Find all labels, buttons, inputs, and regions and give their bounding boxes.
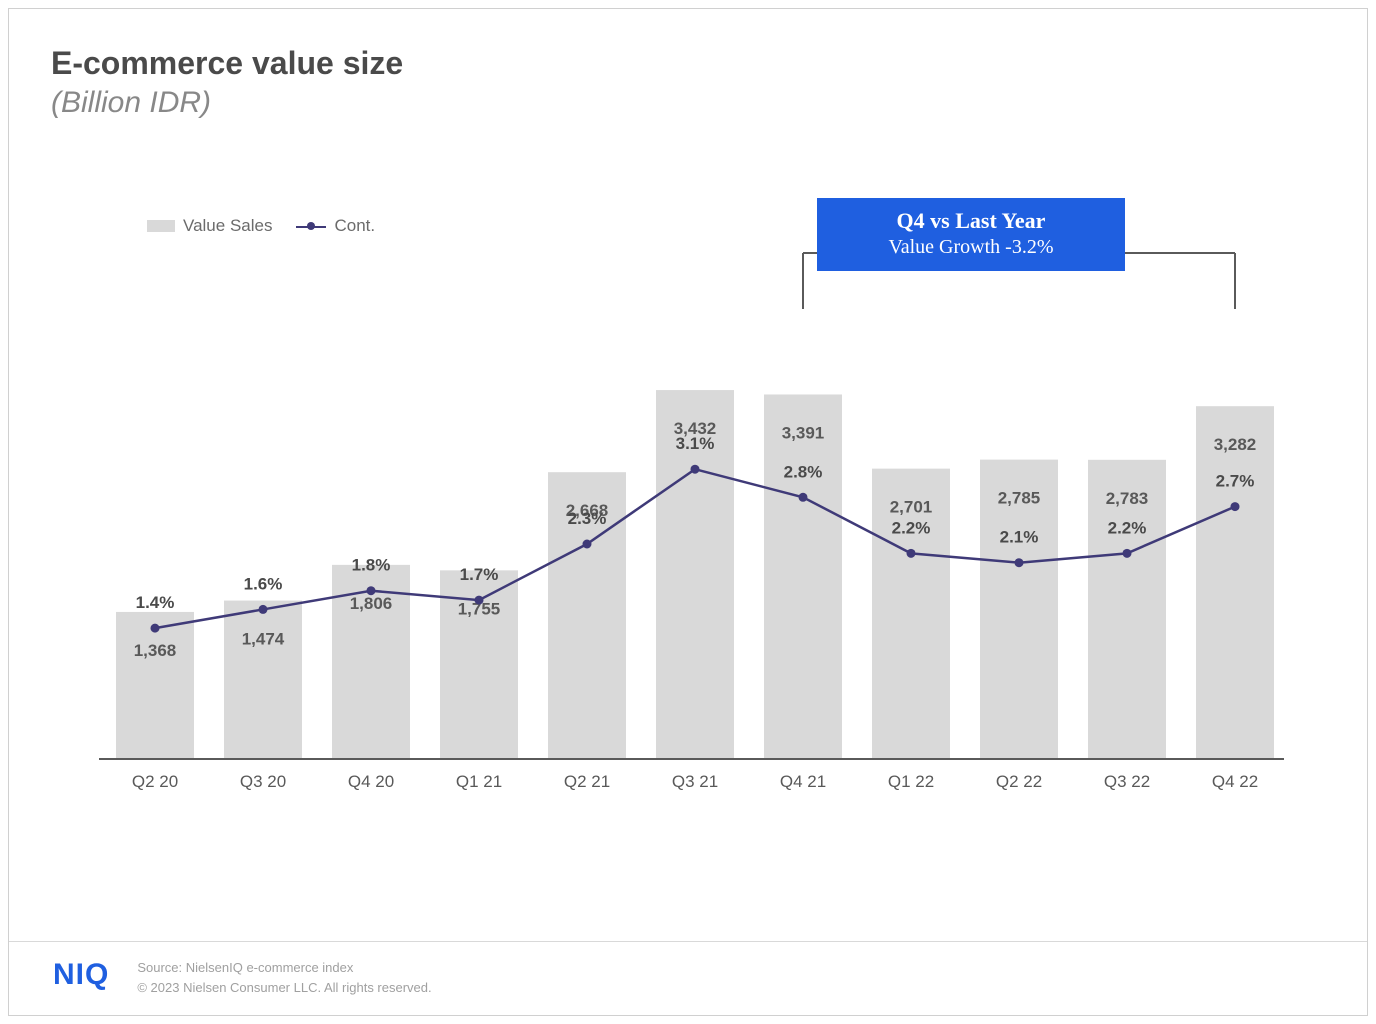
line-marker — [475, 596, 484, 605]
line-marker — [907, 549, 916, 558]
footer-source: Source: NielsenIQ e-commerce index — [137, 958, 431, 978]
line-value-label: 2.1% — [1000, 528, 1039, 547]
x-tick-label: Q3 22 — [1104, 772, 1150, 791]
footer-copyright: © 2023 Nielsen Consumer LLC. All rights … — [137, 978, 431, 998]
line-marker — [367, 586, 376, 595]
line-value-label: 3.1% — [676, 434, 715, 453]
line-value-label: 1.4% — [136, 593, 175, 612]
niq-logo: NIQ — [53, 958, 109, 990]
line-value-label: 1.7% — [460, 565, 499, 584]
x-tick-label: Q2 21 — [564, 772, 610, 791]
footer-text: Source: NielsenIQ e-commerce index © 202… — [137, 958, 431, 997]
line-marker — [1015, 558, 1024, 567]
footer: NIQ Source: NielsenIQ e-commerce index ©… — [9, 941, 1367, 1015]
line-marker — [1123, 549, 1132, 558]
bar — [764, 394, 842, 759]
x-tick-label: Q4 22 — [1212, 772, 1258, 791]
line-marker — [691, 465, 700, 474]
bar — [224, 601, 302, 759]
x-tick-label: Q1 21 — [456, 772, 502, 791]
x-tick-label: Q1 22 — [888, 772, 934, 791]
bar-value-label: 1,474 — [242, 630, 285, 649]
bar — [1196, 406, 1274, 759]
line-value-label: 1.6% — [244, 574, 283, 593]
x-tick-label: Q4 20 — [348, 772, 394, 791]
x-tick-label: Q3 21 — [672, 772, 718, 791]
line-marker — [259, 605, 268, 614]
line-marker — [1231, 502, 1240, 511]
slide-panel: E-commerce value size (Billion IDR) Valu… — [8, 8, 1368, 1016]
bar — [116, 612, 194, 759]
line-value-label: 2.3% — [568, 509, 607, 528]
x-tick-label: Q3 20 — [240, 772, 286, 791]
line-value-label: 2.8% — [784, 462, 823, 481]
combo-chart: 1,3681,4741,8061,7552,6683,4323,3912,701… — [99, 329, 1284, 819]
x-tick-label: Q4 21 — [780, 772, 826, 791]
line-value-label: 2.7% — [1216, 472, 1255, 491]
bar-value-label: 2,701 — [890, 498, 933, 517]
bar-value-label: 1,806 — [350, 594, 393, 613]
line-marker — [151, 624, 160, 633]
x-tick-label: Q2 22 — [996, 772, 1042, 791]
line-value-label: 1.8% — [352, 556, 391, 575]
x-tick-label: Q2 20 — [132, 772, 178, 791]
line-marker — [799, 493, 808, 502]
bar-value-label: 3,391 — [782, 423, 825, 442]
line-value-label: 2.2% — [1108, 518, 1147, 537]
line-marker — [583, 540, 592, 549]
bar-value-label: 1,368 — [134, 641, 177, 660]
bar-value-label: 2,783 — [1106, 489, 1149, 508]
line-value-label: 2.2% — [892, 518, 931, 537]
bar-value-label: 2,785 — [998, 489, 1041, 508]
bar-value-label: 3,282 — [1214, 435, 1257, 454]
